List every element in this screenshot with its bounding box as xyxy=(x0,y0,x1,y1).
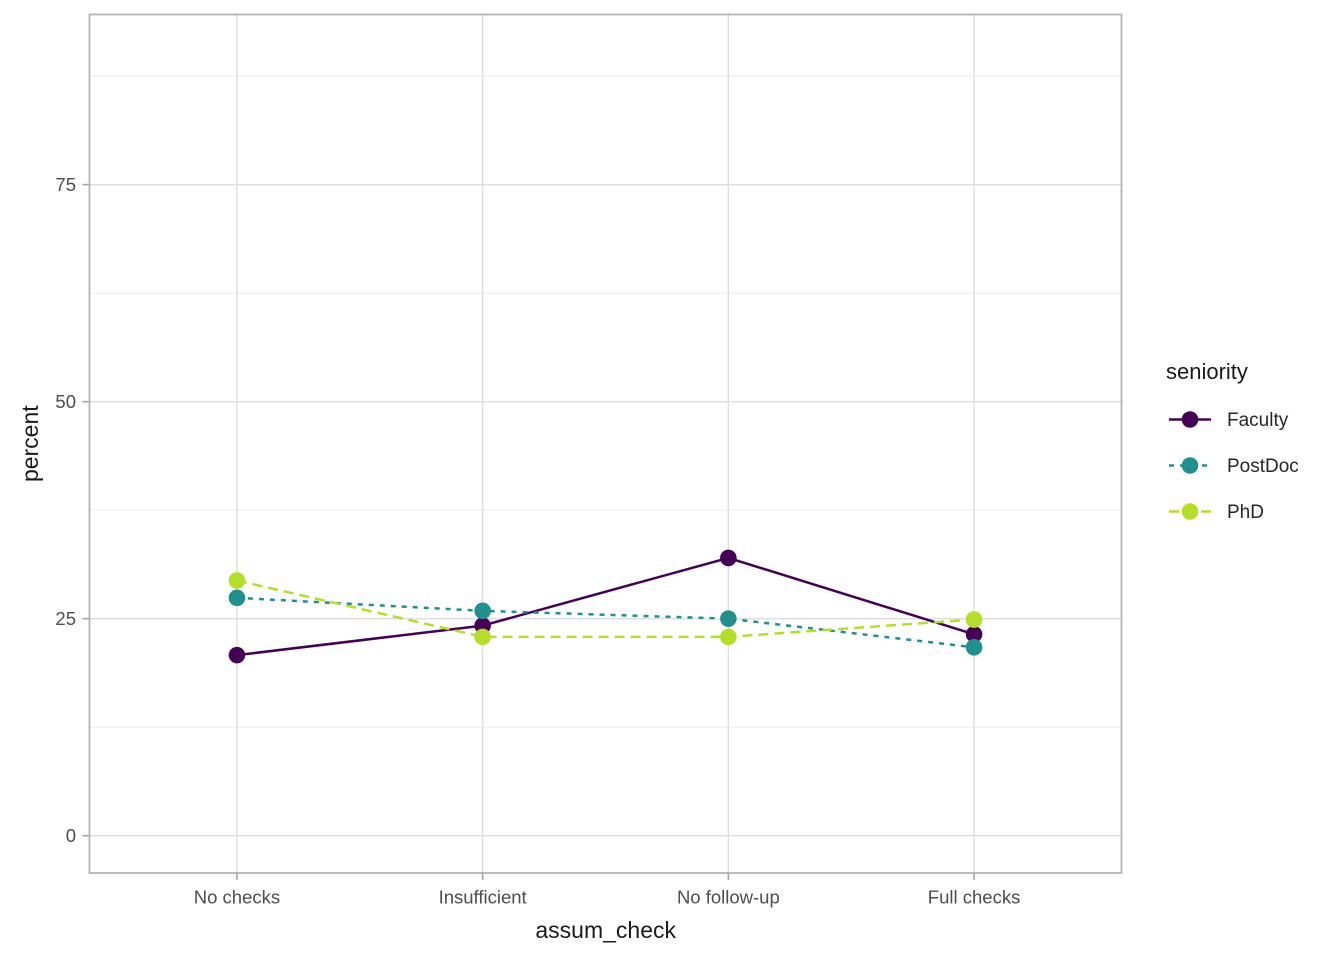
legend-label: Faculty xyxy=(1227,410,1289,431)
legend-label: PostDoc xyxy=(1227,456,1299,477)
data-point-postdoc xyxy=(228,589,246,607)
legend-key-point xyxy=(1181,411,1199,428)
data-point-postdoc xyxy=(720,610,737,627)
data-point-phd xyxy=(720,628,737,646)
x-tick-label: No follow-up xyxy=(677,886,780,907)
series-line-faculty xyxy=(236,556,975,657)
legend-label: PhD xyxy=(1227,502,1264,523)
y-tick-label: 75 xyxy=(55,174,76,195)
series-line-postdoc xyxy=(236,596,975,649)
x-axis-title: assum_check xyxy=(535,917,676,943)
y-axis-title: percent xyxy=(17,405,43,482)
data-point-postdoc xyxy=(474,602,491,620)
data-point-faculty xyxy=(965,625,983,643)
panel-border xyxy=(88,13,1123,874)
series-line-phd xyxy=(236,579,975,639)
y-tick-label: 25 xyxy=(55,608,76,629)
legend-item-faculty: Faculty xyxy=(1169,410,1289,431)
data-point-phd xyxy=(228,572,246,589)
axis-layer: 0 25 50 75 No checks Insufficient No follow-up… xyxy=(55,174,1020,907)
legend-item-postdoc: PostDoc xyxy=(1169,456,1299,477)
legend-item-phd: PhD xyxy=(1169,502,1264,523)
data-point-faculty xyxy=(228,646,246,664)
x-tick-label: Insufficient xyxy=(439,886,527,907)
grid-layer xyxy=(88,13,1123,874)
y-tick-label: 0 xyxy=(66,825,76,846)
series-layer xyxy=(228,549,983,664)
data-point-phd xyxy=(474,628,491,646)
legend-title: seniority xyxy=(1166,359,1248,384)
legend-key-point xyxy=(1181,457,1199,474)
y-tick-label: 50 xyxy=(55,391,76,412)
x-tick-label: No checks xyxy=(194,886,280,907)
data-point-faculty xyxy=(720,549,737,567)
data-point-postdoc xyxy=(965,639,983,656)
x-tick-label: Full checks xyxy=(928,886,1021,907)
legend-key-point xyxy=(1181,503,1199,520)
legend-layer: Faculty PostDoc PhD xyxy=(1169,410,1299,523)
data-point-phd xyxy=(965,611,983,628)
